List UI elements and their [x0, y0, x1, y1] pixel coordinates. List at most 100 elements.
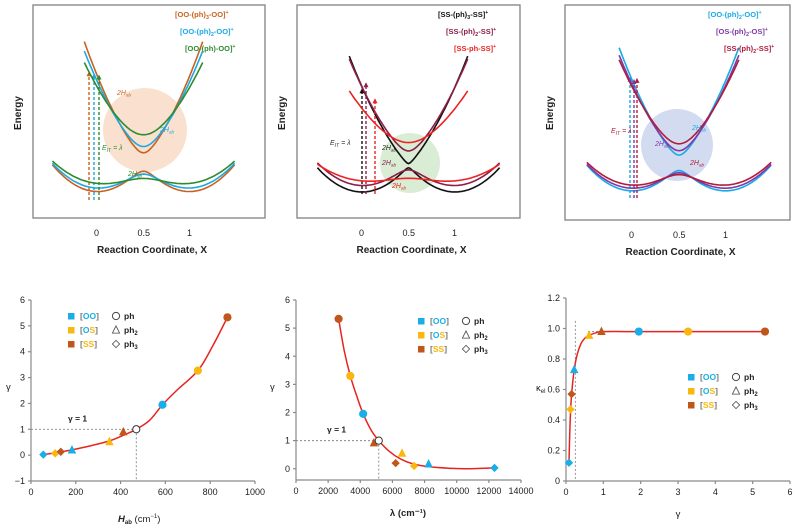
data-point-diamond	[564, 458, 574, 467]
y-tick-label: 0.4	[547, 415, 560, 425]
x-tick-label: 800	[203, 487, 218, 497]
y-axis-label: Energy	[545, 96, 556, 130]
two-h: 2H	[391, 183, 402, 190]
x-tick-label: 1	[723, 230, 728, 240]
legend-swatch-OS	[688, 388, 695, 395]
legend-swatch-SS	[688, 402, 695, 409]
upper-surface-[OO-(ph)-OO]+	[83, 62, 204, 136]
legend-shape-triangle-icon	[111, 325, 121, 334]
x-tick-label: 0.5	[138, 228, 151, 238]
label-text: -SS]	[756, 44, 772, 53]
x-tick-label: 1	[452, 228, 457, 238]
data-point-diamond	[56, 447, 65, 456]
legend-label-SS: [SS]	[430, 344, 447, 354]
ph: ph	[124, 325, 134, 335]
y-tick-label: 0	[555, 476, 560, 486]
legend-shape-label: ph2	[124, 325, 138, 337]
x-tick-label: 2	[638, 487, 643, 497]
gamma-equals-one-label: γ = 1	[327, 425, 346, 435]
x-tick-label: 6	[787, 487, 792, 497]
legend-shape-diamond-icon	[731, 400, 741, 410]
y-axis-label: γ	[6, 382, 11, 393]
x-tick-label: 1	[187, 228, 192, 238]
label-text: -SS]	[478, 27, 494, 36]
legend-shape-diamond-icon	[111, 339, 121, 349]
series-label: [OO-(ph)2-OO]+	[180, 27, 234, 38]
fit-curve	[568, 330, 765, 463]
two-hab-label: 2Hab	[159, 127, 174, 135]
ph: ph	[124, 339, 134, 349]
y-tick-label: 3	[285, 379, 290, 389]
bracket: [	[80, 311, 83, 321]
legend-swatch-OS	[418, 332, 425, 339]
two-h: 2H	[381, 160, 392, 167]
data-point-diamond	[567, 389, 576, 399]
label-text: [SS-(ph)	[724, 44, 754, 53]
energy-panel-2: [SS-(ph)3-SS]+[SS-(ph)2-SS]+[SS-ph-SS]+E…	[277, 4, 521, 256]
bracket: ]	[96, 311, 99, 321]
legend-swatch-OS	[68, 327, 75, 334]
subscript: IT	[616, 131, 621, 137]
lower-surface-[SS-ph-SS]+	[316, 163, 501, 182]
subscript: 3	[484, 350, 488, 356]
letter: S	[709, 386, 715, 396]
legend-shape-circle-icon	[731, 372, 741, 382]
ph: ph	[744, 386, 754, 396]
legend-shape-diamond-icon	[461, 344, 471, 354]
x-tick-label: 0	[28, 487, 33, 497]
two-hab-label: 2Hab	[116, 90, 131, 98]
legend-shape-label: ph	[744, 372, 754, 382]
series-label: [SS-ph-SS]+	[454, 44, 496, 53]
arrow-head	[372, 98, 378, 104]
legend-label-OO: [OO]	[80, 311, 99, 321]
data-point-triangle	[397, 448, 407, 457]
label-text: -OO]	[209, 10, 226, 19]
e-symbol: E	[102, 145, 107, 152]
lower-surface-[SS-(ph)2-SS]+	[586, 161, 772, 186]
two-hab-label: 2Hab	[689, 160, 704, 168]
y-axis-label: Energy	[277, 96, 288, 130]
subscript: el	[541, 389, 546, 395]
y-axis-label: γ	[270, 382, 275, 393]
label-superscript: +	[493, 44, 496, 50]
x-tick-label: 1000	[245, 487, 265, 497]
label-superscript: +	[759, 10, 762, 16]
bracket: [	[80, 325, 83, 335]
label-text: [OS-(ph)	[716, 27, 746, 36]
data-point-circle	[158, 400, 167, 409]
two-h: 2H	[689, 160, 700, 167]
series-label: [SS-(ph)2-SS]+	[724, 44, 774, 55]
bracket: [	[430, 316, 433, 326]
x-axis-label: Reaction Coordinate, X	[626, 247, 736, 258]
bracket: [	[80, 339, 83, 349]
x-tick-label: 0	[563, 487, 568, 497]
legend-shape-label: ph3	[474, 344, 488, 356]
lower-surface-[OS-(ph)2-OS]+	[586, 163, 772, 189]
y-axis-label: κel	[536, 383, 545, 395]
x-tick-label: 2000	[318, 486, 338, 496]
legend-shape-label: ph3	[744, 400, 758, 412]
y-tick-label: 0.2	[547, 446, 560, 456]
two-hab-label: 2Hab	[381, 160, 396, 168]
data-point-diamond	[490, 463, 499, 473]
energy-panel-3: [OO-(ph)2-OO]+[OS-(ph)2-OS]+[SS-(ph)2-SS…	[545, 4, 791, 258]
y-tick-label: 6	[285, 295, 290, 305]
lower-surface-[OO-(ph)2-OO]+	[586, 164, 772, 192]
legend-label-SS: [SS]	[80, 339, 97, 349]
legend-label-SS: [SS]	[700, 400, 717, 410]
two-h: 2H	[127, 171, 138, 178]
data-point-triangle	[105, 436, 114, 446]
fit-curve	[43, 316, 229, 456]
x-tick-label: 0	[94, 228, 99, 238]
bracket: ]	[715, 386, 718, 396]
letter: O	[83, 311, 90, 321]
data-point-triangle	[67, 444, 77, 454]
letter: O	[83, 325, 90, 335]
series-label: [SS-(ph)2-SS]+	[446, 27, 496, 38]
data-point-circle	[760, 327, 770, 336]
letter: O	[433, 330, 440, 340]
bracket: [	[430, 330, 433, 340]
data-point-diamond	[409, 461, 419, 471]
